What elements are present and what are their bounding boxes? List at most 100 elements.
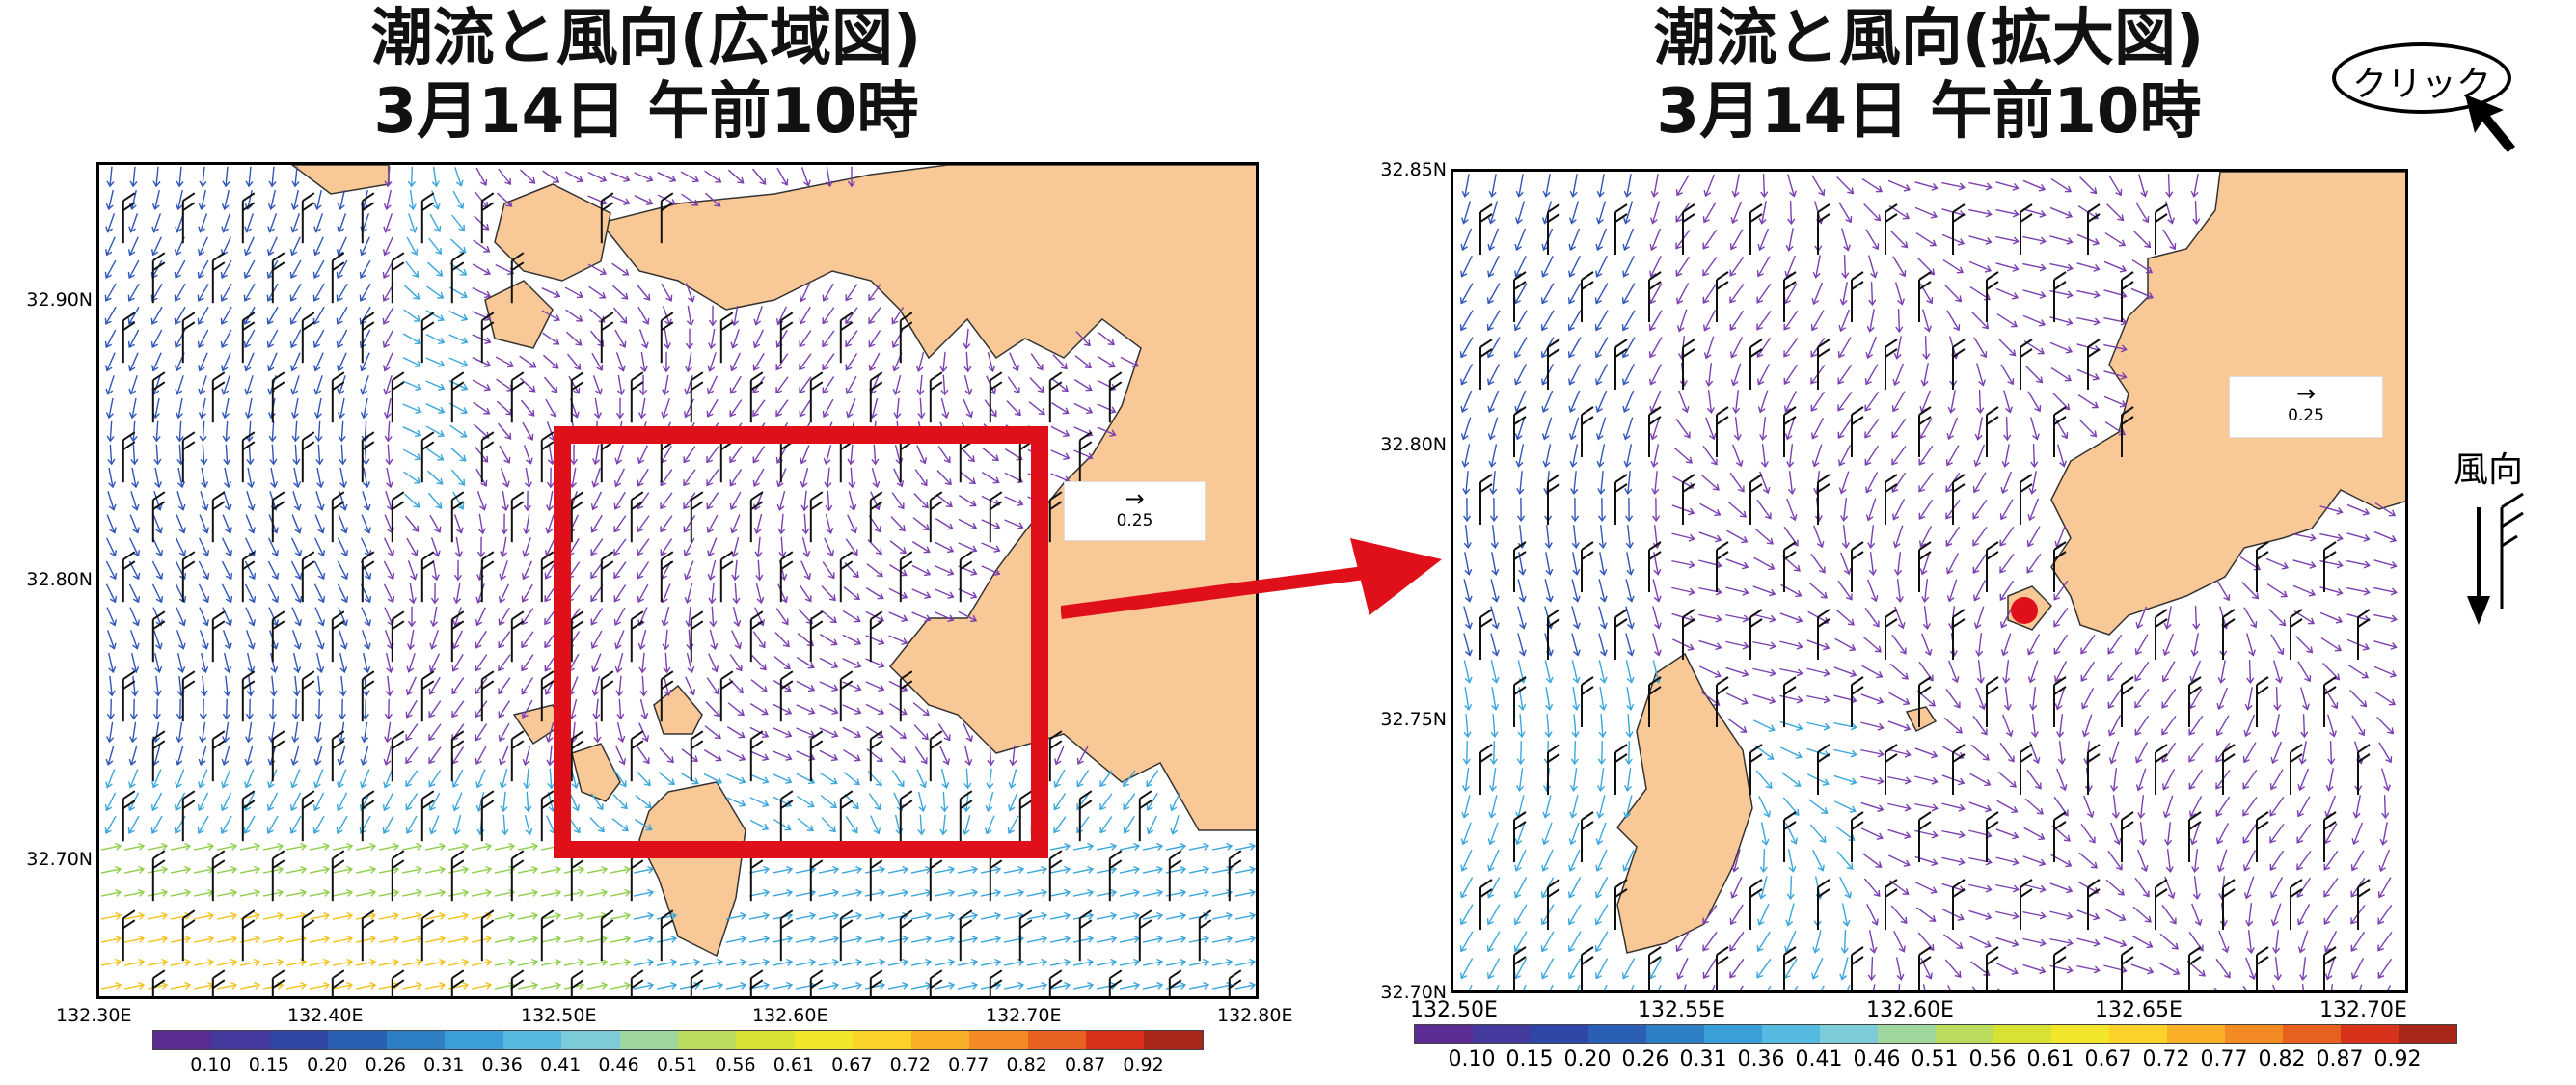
wide-area-map-canvas [100, 165, 1256, 996]
colorbar-swatch [1646, 1025, 1704, 1043]
left-xtick: 132.60E [752, 1005, 828, 1026]
land-area [1905, 706, 1938, 733]
left-ytick: 32.80N [26, 569, 93, 590]
colorbar-swatch [1473, 1025, 1531, 1043]
click-badge[interactable]: クリック [2332, 42, 2521, 152]
colorbar-swatch [1588, 1025, 1646, 1043]
colorbar-swatch [1820, 1025, 1878, 1043]
colorbar-label: 0.20 [307, 1054, 348, 1075]
colorbar-label: 0.72 [2142, 1047, 2190, 1071]
colorbar-swatch [1415, 1025, 1473, 1043]
colorbar-swatch [2399, 1025, 2456, 1043]
colorbar-swatch [1144, 1031, 1203, 1049]
left-ytick: 32.70N [26, 849, 93, 870]
colorbar-label: 0.77 [948, 1054, 990, 1075]
left-map-title: 潮流と風向(広域図) 3月14日 午前10時 [96, 2, 1196, 149]
colorbar-swatch [2283, 1025, 2341, 1043]
wind-direction-legend: 風向 [2430, 442, 2546, 635]
colorbar-label: 0.92 [2373, 1047, 2422, 1071]
colorbar-label: 0.61 [2026, 1047, 2074, 1071]
colorbar-label: 0.41 [539, 1054, 582, 1075]
colorbar-swatch [1086, 1031, 1145, 1049]
left-reference-value: 0.25 [1116, 511, 1153, 530]
left-xtick: 132.80E [1217, 1005, 1293, 1026]
wind-barb-icon [2467, 492, 2524, 625]
colorbar-swatch [794, 1031, 854, 1049]
right-xtick: 132.50E [1410, 998, 1498, 1022]
zoomed-map[interactable]: → 0.25 [1451, 169, 2408, 993]
colorbar-label: 0.31 [1679, 1047, 1727, 1071]
left-colorbar [152, 1030, 1204, 1050]
right-xtick: 132.60E [1866, 998, 1954, 1022]
colorbar-label: 0.61 [773, 1054, 815, 1075]
left-title-line1: 潮流と風向(広域図) [370, 3, 922, 74]
colorbar-label: 0.56 [1968, 1047, 2017, 1071]
wind-barbs [1479, 203, 2371, 990]
reference-arrow-icon: → [2295, 380, 2317, 407]
left-reference-vector: → 0.25 [1064, 481, 1206, 541]
colorbar-swatch [1936, 1025, 1993, 1043]
colorbar-label: 0.31 [423, 1054, 465, 1075]
colorbar-label: 0.20 [1563, 1047, 1612, 1071]
colorbar-label: 0.87 [2316, 1047, 2364, 1071]
land-area [571, 743, 621, 802]
colorbar-swatch [1531, 1025, 1588, 1043]
land-area [1616, 652, 1753, 954]
reference-arrow-icon: → [1125, 485, 1145, 512]
colorbar-swatch [677, 1031, 737, 1049]
right-ytick: 32.70N [1380, 982, 1447, 1003]
colorbar-label: 0.67 [2084, 1047, 2132, 1071]
colorbar-swatch [1878, 1025, 1936, 1043]
right-colorbar [1414, 1024, 2457, 1044]
colorbar-label: 0.36 [481, 1054, 523, 1075]
left-title-line2: 3月14日 午前10時 [373, 76, 919, 148]
right-reference-vector: → 0.25 [2229, 376, 2383, 438]
colorbar-swatch [2109, 1025, 2167, 1043]
colorbar-label: 0.46 [1853, 1047, 1901, 1071]
zoomed-map-canvas [1459, 172, 2405, 990]
colorbar-label: 0.82 [2258, 1047, 2306, 1071]
colorbar-swatch [2225, 1025, 2283, 1043]
colorbar-swatch [1704, 1025, 1762, 1043]
right-ytick: 32.75N [1380, 709, 1447, 730]
right-xtick: 132.65E [2095, 998, 2183, 1022]
colorbar-label: 0.26 [365, 1054, 406, 1075]
colorbar-label: 0.87 [1064, 1054, 1106, 1075]
land-area [494, 183, 611, 282]
colorbar-label: 0.36 [1737, 1047, 1785, 1071]
right-reference-value: 0.25 [2288, 406, 2324, 425]
colorbar-swatch [969, 1031, 1028, 1049]
colorbar-label: 0.92 [1123, 1054, 1164, 1075]
observation-point-marker[interactable] [2011, 597, 2038, 624]
right-xtick: 132.70E [2319, 998, 2407, 1022]
right-colorbar-labels: 0.10 0.15 0.20 0.26 0.31 0.36 0.41 0.46 0.51 0.56… [1414, 1047, 2455, 1074]
right-ytick: 32.80N [1380, 434, 1447, 455]
colorbar-swatch [445, 1031, 503, 1049]
right-title-line2: 3月14日 午前10時 [1656, 76, 2202, 148]
colorbar-swatch [2341, 1025, 2399, 1043]
left-colorbar-labels: 0.10 0.15 0.20 0.26 0.31 0.36 0.41 0.46 0.51 0.56… [152, 1054, 1202, 1077]
zoom-pointer-arrow [1061, 538, 1442, 619]
left-xtick: 132.40E [287, 1005, 364, 1026]
colorbar-swatch [853, 1031, 911, 1049]
left-xtick: 132.50E [521, 1005, 597, 1026]
colorbar-label: 0.77 [2200, 1047, 2248, 1071]
right-xtick: 132.55E [1638, 998, 1725, 1022]
land-area [484, 280, 554, 349]
wind-legend-label: 風向 [2454, 450, 2524, 490]
cursor-arrow-icon [2465, 95, 2515, 152]
colorbar-swatch [1993, 1025, 2051, 1043]
left-xtick: 132.70E [986, 1005, 1062, 1026]
click-oval[interactable] [2332, 42, 2511, 114]
colorbar-swatch [153, 1031, 212, 1049]
wide-area-map[interactable]: → 0.25 [96, 162, 1259, 999]
colorbar-label: 0.10 [190, 1054, 231, 1075]
right-map-title: 潮流と風向(拡大図) 3月14日 午前10時 [1447, 2, 2411, 149]
colorbar-swatch [211, 1031, 270, 1049]
land-area [290, 165, 390, 195]
colorbar-label: 0.46 [598, 1054, 639, 1075]
colorbar-swatch [1762, 1025, 1820, 1043]
colorbar-label: 0.41 [1795, 1047, 1843, 1071]
colorbar-label: 0.15 [248, 1054, 290, 1075]
wind-barbs [122, 192, 1242, 996]
